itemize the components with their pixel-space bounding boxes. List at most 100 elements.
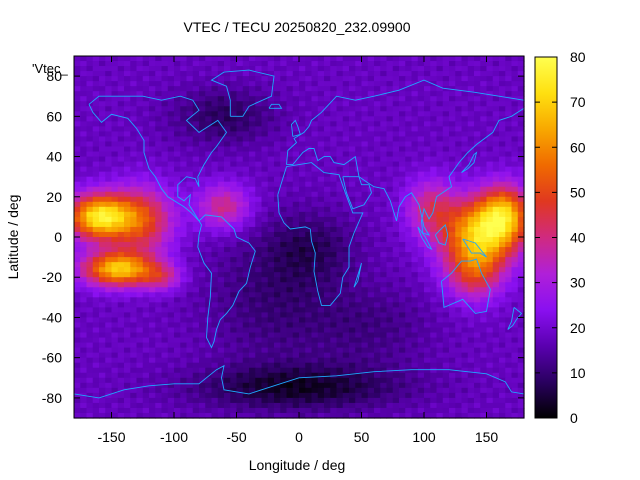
heatmap-cell — [155, 126, 163, 133]
heatmap-cell — [411, 357, 419, 364]
heatmap-cell — [242, 56, 250, 62]
heatmap-cell — [392, 226, 400, 233]
heatmap-cell — [86, 242, 94, 248]
heatmap-cell — [199, 66, 206, 72]
heatmap-cell — [317, 357, 325, 364]
heatmap-cell — [311, 327, 319, 334]
heatmap-cell — [461, 91, 469, 97]
heatmap-cell — [430, 71, 438, 77]
heatmap-cell — [492, 221, 500, 228]
heatmap-cell — [424, 106, 431, 112]
heatmap-cell — [486, 71, 494, 77]
heatmap-cell — [136, 252, 144, 258]
heatmap-cell — [99, 377, 106, 384]
heatmap-cell — [255, 216, 263, 223]
heatmap-cell — [274, 287, 281, 293]
heatmap-cell — [505, 292, 513, 298]
heatmap-cell — [117, 367, 125, 374]
heatmap-cell — [436, 272, 444, 278]
heatmap-cell — [299, 76, 306, 82]
heatmap-cell — [74, 302, 81, 308]
heatmap-cell — [86, 252, 94, 258]
heatmap-cell — [217, 307, 225, 314]
heatmap-cell — [292, 387, 300, 394]
heatmap-cell — [455, 131, 463, 138]
heatmap-cell — [130, 141, 138, 148]
heatmap-cell — [492, 362, 500, 369]
heatmap-cell — [292, 206, 300, 213]
heatmap-cell — [255, 151, 263, 158]
heatmap-cell — [236, 237, 244, 243]
heatmap-cell — [511, 302, 519, 308]
heatmap-cell — [180, 322, 188, 329]
heatmap-cell — [367, 302, 375, 308]
heatmap-cell — [155, 186, 163, 193]
heatmap-cell — [330, 307, 338, 314]
heatmap-cell — [230, 66, 238, 72]
heatmap-cell — [274, 267, 281, 273]
heatmap-cell — [505, 237, 513, 243]
heatmap-cell — [280, 242, 288, 248]
heatmap-cell — [99, 91, 106, 97]
heatmap-cell — [461, 146, 469, 153]
heatmap-cell — [292, 201, 300, 208]
heatmap-cell — [74, 61, 81, 67]
heatmap-cell — [230, 382, 238, 389]
heatmap-cell — [367, 86, 375, 92]
heatmap-cell — [305, 131, 313, 138]
heatmap-cell — [105, 146, 113, 153]
heatmap-cell — [436, 216, 444, 223]
heatmap-cell — [186, 252, 194, 258]
heatmap-cell — [149, 201, 156, 208]
heatmap-cell — [105, 367, 113, 374]
heatmap-cell — [92, 146, 100, 153]
heatmap-cell — [405, 71, 413, 77]
heatmap-cell — [174, 342, 181, 349]
heatmap-cell — [486, 111, 494, 117]
heatmap-cell — [267, 91, 275, 97]
heatmap-cell — [80, 402, 88, 409]
heatmap-cell — [330, 377, 338, 384]
heatmap-cell — [161, 352, 169, 359]
heatmap-cell — [74, 231, 81, 238]
heatmap-cell — [230, 211, 238, 218]
heatmap-cell — [80, 186, 88, 193]
heatmap-cell — [392, 86, 400, 92]
heatmap-cell — [480, 226, 488, 233]
heatmap-cell — [424, 66, 431, 72]
heatmap-cell — [99, 136, 106, 143]
heatmap-cell — [180, 141, 188, 148]
heatmap-cell — [311, 171, 319, 178]
heatmap-cell — [355, 131, 363, 138]
heatmap-cell — [199, 76, 206, 82]
heatmap-cell — [74, 372, 81, 379]
heatmap-cell — [124, 201, 131, 208]
heatmap-cell — [392, 111, 400, 117]
heatmap-cell — [311, 66, 319, 72]
heatmap-cell — [92, 312, 100, 319]
heatmap-cell — [361, 116, 369, 122]
heatmap-cell — [124, 247, 131, 253]
heatmap-cell — [80, 242, 88, 248]
heatmap-cell — [249, 206, 256, 213]
heatmap-cell — [480, 267, 488, 273]
heatmap-cell — [105, 317, 113, 324]
heatmap-cell — [124, 262, 131, 268]
heatmap-cell — [324, 106, 331, 112]
heatmap-cell — [311, 297, 319, 303]
heatmap-cell — [405, 156, 413, 163]
heatmap-cell — [199, 61, 206, 67]
heatmap-cell — [105, 357, 113, 364]
heatmap-cell — [74, 126, 81, 133]
heatmap-cell — [380, 372, 388, 379]
heatmap-cell — [236, 322, 244, 329]
heatmap-cell — [192, 226, 200, 233]
heatmap-cell — [124, 101, 131, 107]
heatmap-cell — [474, 367, 481, 374]
heatmap-cell — [505, 362, 513, 369]
heatmap-cell — [511, 201, 519, 208]
heatmap-cell — [361, 277, 369, 283]
heatmap-cell — [492, 372, 500, 379]
heatmap-cell — [230, 196, 238, 203]
heatmap-cell — [405, 201, 413, 208]
